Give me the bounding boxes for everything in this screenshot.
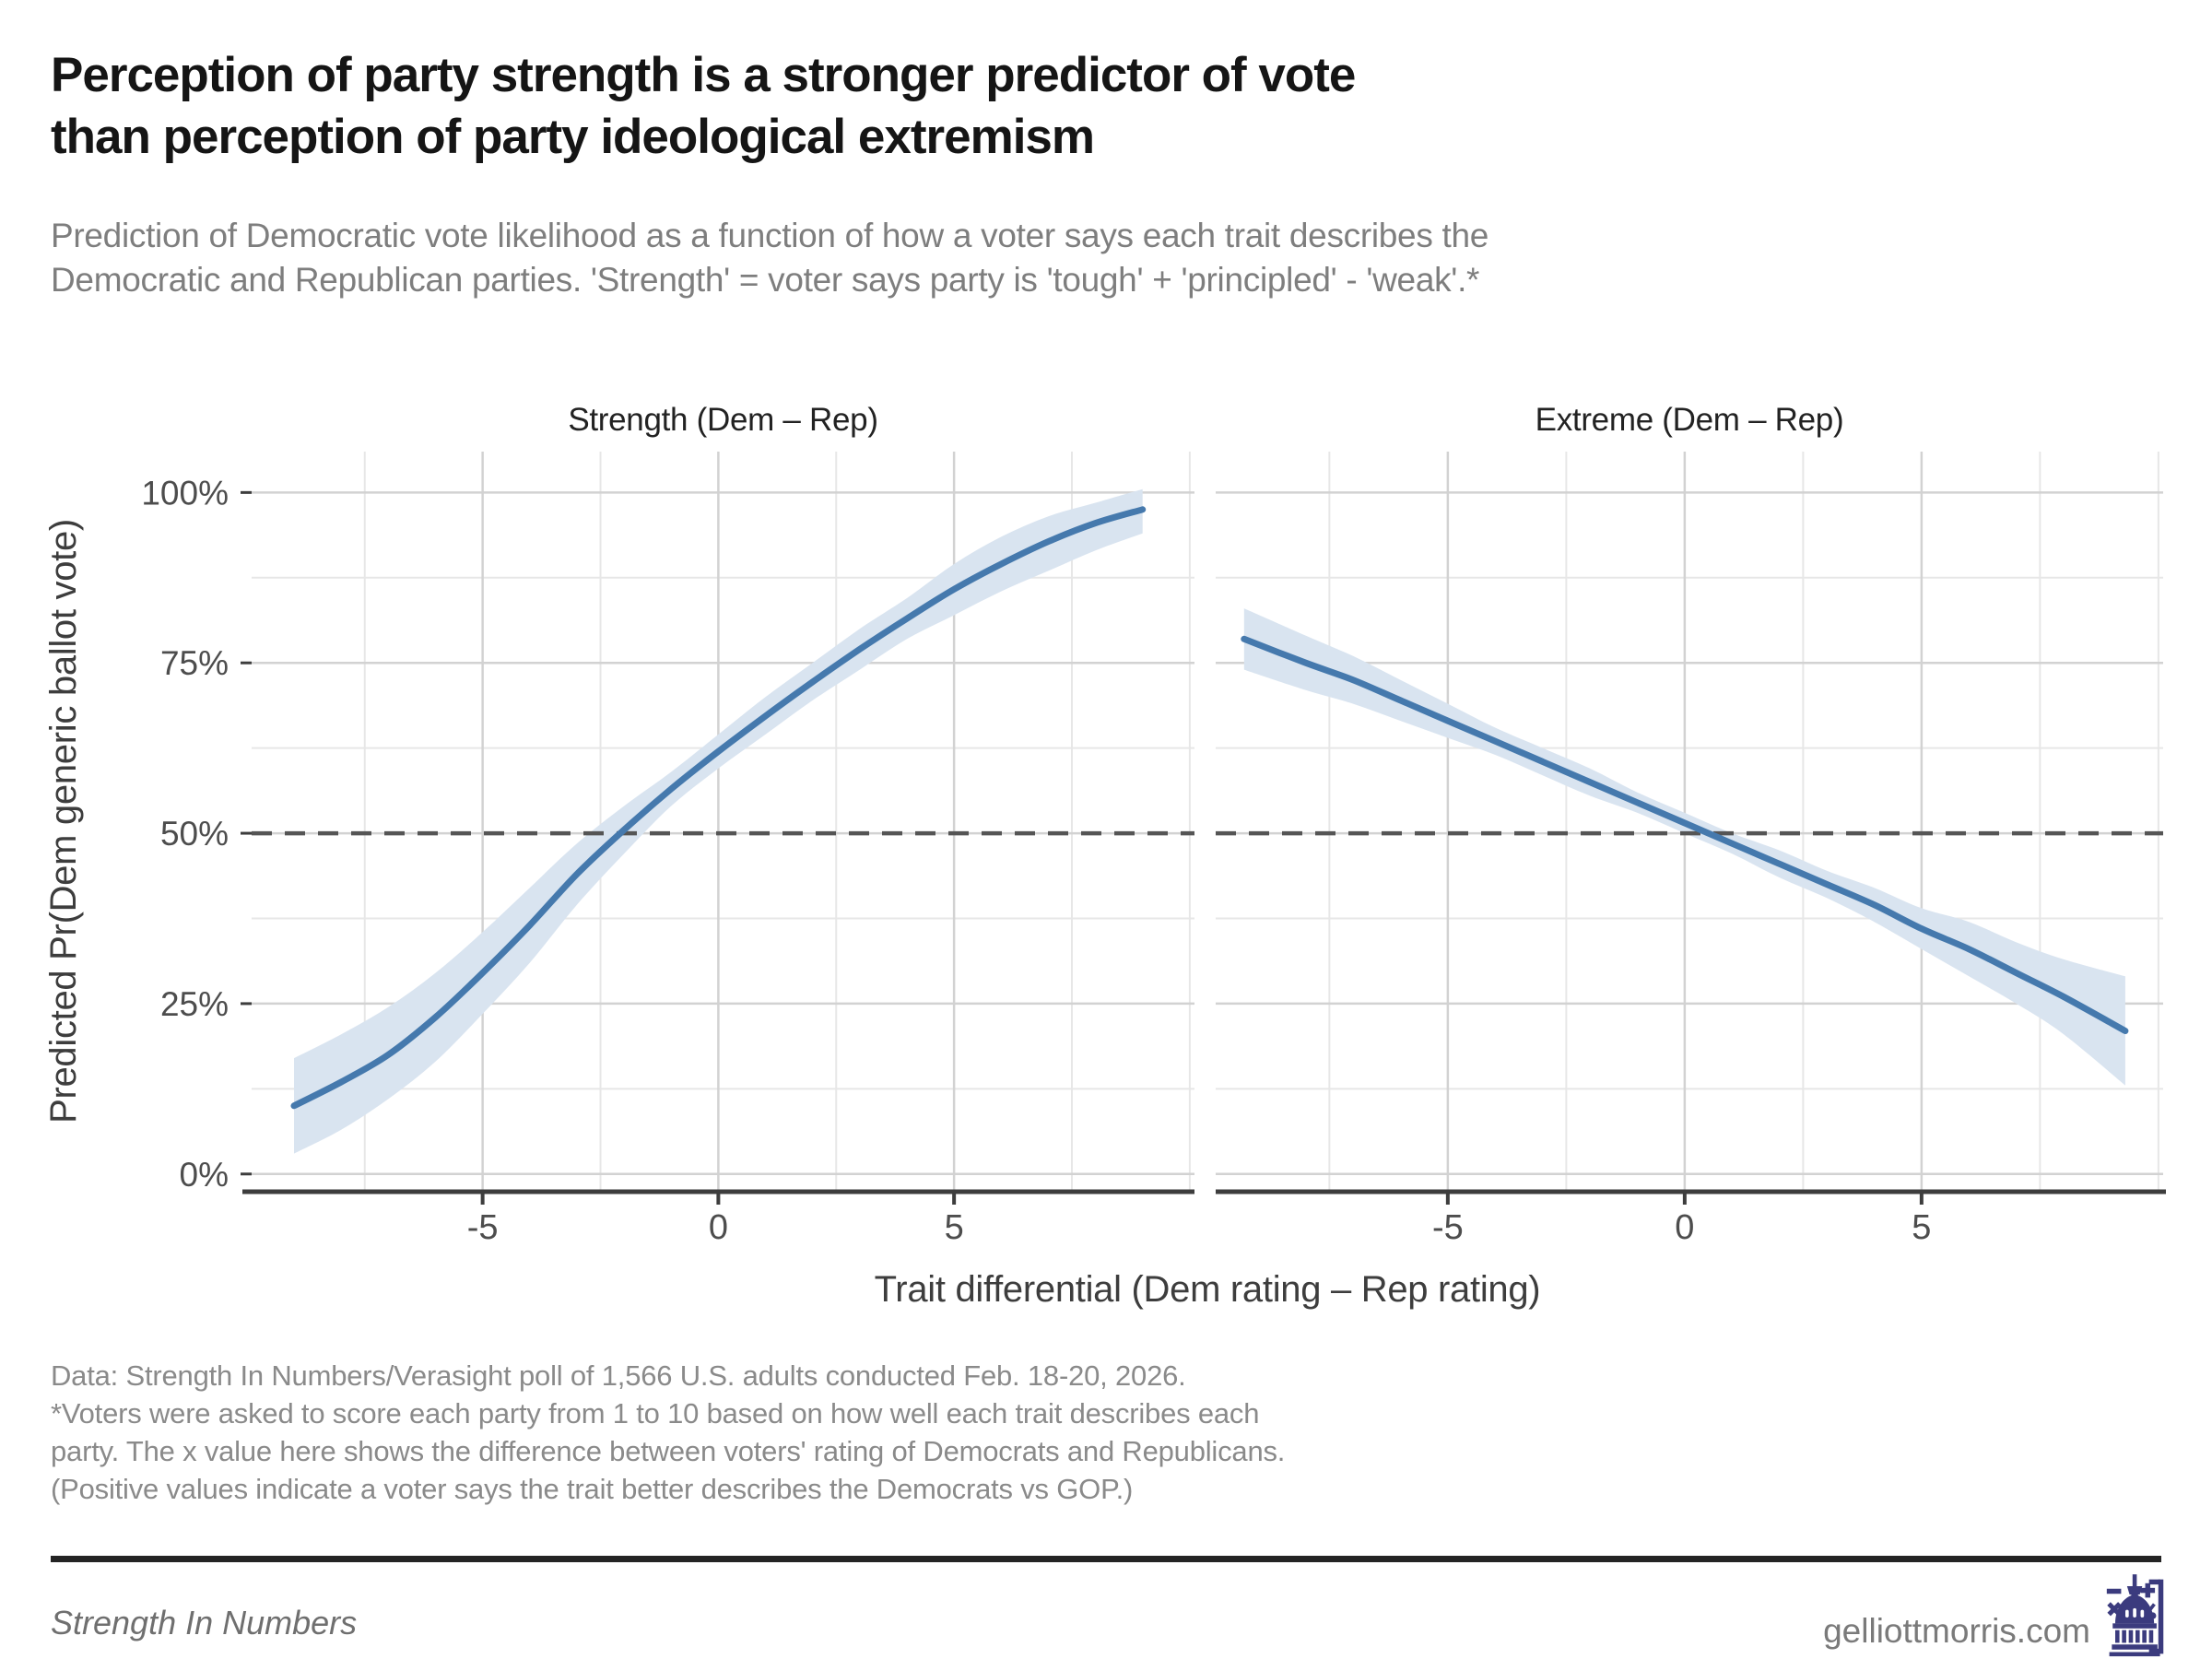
- y-tick-label: 25%: [160, 985, 229, 1023]
- prediction-curve: [1241, 635, 2129, 1034]
- x-tick-label: 5: [1912, 1208, 1931, 1247]
- caption-line-1: Data: Strength In Numbers/Verasight poll…: [51, 1359, 1186, 1392]
- page-title: Perception of party strength is a strong…: [51, 44, 1356, 168]
- gridlines-major: [252, 452, 1194, 1192]
- panel-title-extreme: Extreme (Dem – Rep): [1535, 402, 1844, 438]
- plot-area: -5 0 50%25%50%75%100%-5 0 5: [141, 452, 2166, 1247]
- y-tick-label: 0%: [180, 1156, 229, 1194]
- x-axis-title: Trait differential (Dem rating – Rep rat…: [875, 1269, 1541, 1310]
- data-source-caption: Data: Strength In Numbers/Verasight poll…: [51, 1357, 1285, 1508]
- y-axis-title: Predicted Pr(Dem generic ballot vote): [43, 519, 84, 1124]
- page-title-line-2: than perception of party ideological ext…: [51, 110, 1095, 164]
- page-title-line-1: Perception of party strength is a strong…: [51, 48, 1356, 102]
- x-tick-label: 0: [709, 1208, 728, 1247]
- x-tick-label: 0: [1675, 1208, 1694, 1247]
- gridlines-major: [1216, 452, 2163, 1192]
- panel-extreme: -5 0 5: [1216, 452, 2166, 1247]
- brand-name: Strength In Numbers: [51, 1604, 358, 1641]
- caption-line-2: *Voters were asked to score each party f…: [51, 1397, 1260, 1430]
- x-tick-label: 5: [945, 1208, 964, 1247]
- gridlines-minor: [1216, 452, 2163, 1192]
- x-tick-label: -5: [467, 1208, 499, 1247]
- panel-strength: -5 0 50%25%50%75%100%: [141, 452, 1194, 1247]
- prediction-curve: [290, 506, 1147, 1110]
- page-subtitle: Prediction of Democratic vote likelihood…: [51, 214, 1488, 302]
- y-tick-label: 50%: [160, 815, 229, 853]
- page-subtitle-line-1: Prediction of Democratic vote likelihood…: [51, 217, 1489, 254]
- panel-title-strength: Strength (Dem – Rep): [568, 402, 878, 438]
- y-tick-label: 75%: [160, 644, 229, 682]
- capitol-building-icon: [2106, 1574, 2164, 1657]
- confidence-band: [294, 488, 1143, 1154]
- footer-divider: [51, 1556, 2161, 1562]
- page-subtitle-line-2: Democratic and Republican parties. 'Stre…: [51, 261, 1480, 299]
- caption-line-3: party. The x value here shows the differ…: [51, 1435, 1286, 1467]
- y-tick-label: 100%: [141, 474, 229, 512]
- x-tick-label: -5: [1432, 1208, 1464, 1247]
- site-attribution: gelliottmorris.com: [1823, 1574, 2166, 1659]
- caption-line-4: (Positive values indicate a voter says t…: [51, 1473, 1134, 1505]
- chart-svg: Predicted Pr(Dem generic ballot vote) Tr…: [43, 452, 2166, 1310]
- site-url: gelliottmorris.com: [1823, 1612, 2090, 1650]
